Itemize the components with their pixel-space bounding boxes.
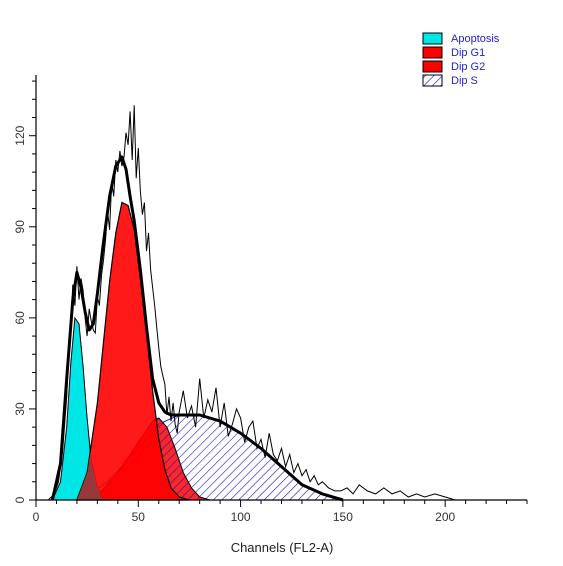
legend-swatch-dip-s bbox=[422, 74, 443, 87]
legend-label-dip-g2: Dip G2 bbox=[451, 61, 485, 73]
legend-label-apoptosis: Apoptosis bbox=[451, 33, 500, 45]
x-tick-label: 0 bbox=[33, 510, 40, 524]
y-tick-label: 30 bbox=[13, 402, 27, 416]
legend-swatch-dip-g1 bbox=[422, 46, 443, 59]
legend-swatch-dip-g2 bbox=[422, 60, 443, 73]
y-tick-label: 90 bbox=[13, 220, 27, 234]
x-axis-title: Channels (FL2-A) bbox=[231, 540, 334, 555]
x-tick-label: 150 bbox=[333, 510, 353, 524]
x-tick-label: 50 bbox=[132, 510, 146, 524]
apoptosis-g1-overlap bbox=[76, 451, 104, 500]
x-tick-label: 100 bbox=[231, 510, 251, 524]
y-tick-label: 60 bbox=[13, 311, 27, 325]
legend-label-dip-g1: Dip G1 bbox=[451, 47, 485, 59]
legend: Apoptosis Dip G1 Dip G2 Dip S bbox=[422, 32, 500, 87]
axes: 0 50 100 150 200 0 30 60 90 120 bbox=[13, 75, 528, 524]
legend-swatch-apoptosis bbox=[422, 32, 443, 45]
y-tick-label: 0 bbox=[13, 496, 27, 503]
y-tick-label: 120 bbox=[13, 125, 27, 145]
x-tick-label: 200 bbox=[435, 510, 455, 524]
raw-histogram-line bbox=[47, 105, 456, 501]
model-fit-line bbox=[50, 155, 344, 502]
plot-area bbox=[47, 105, 456, 502]
legend-label-dip-s: Dip S bbox=[451, 75, 478, 87]
